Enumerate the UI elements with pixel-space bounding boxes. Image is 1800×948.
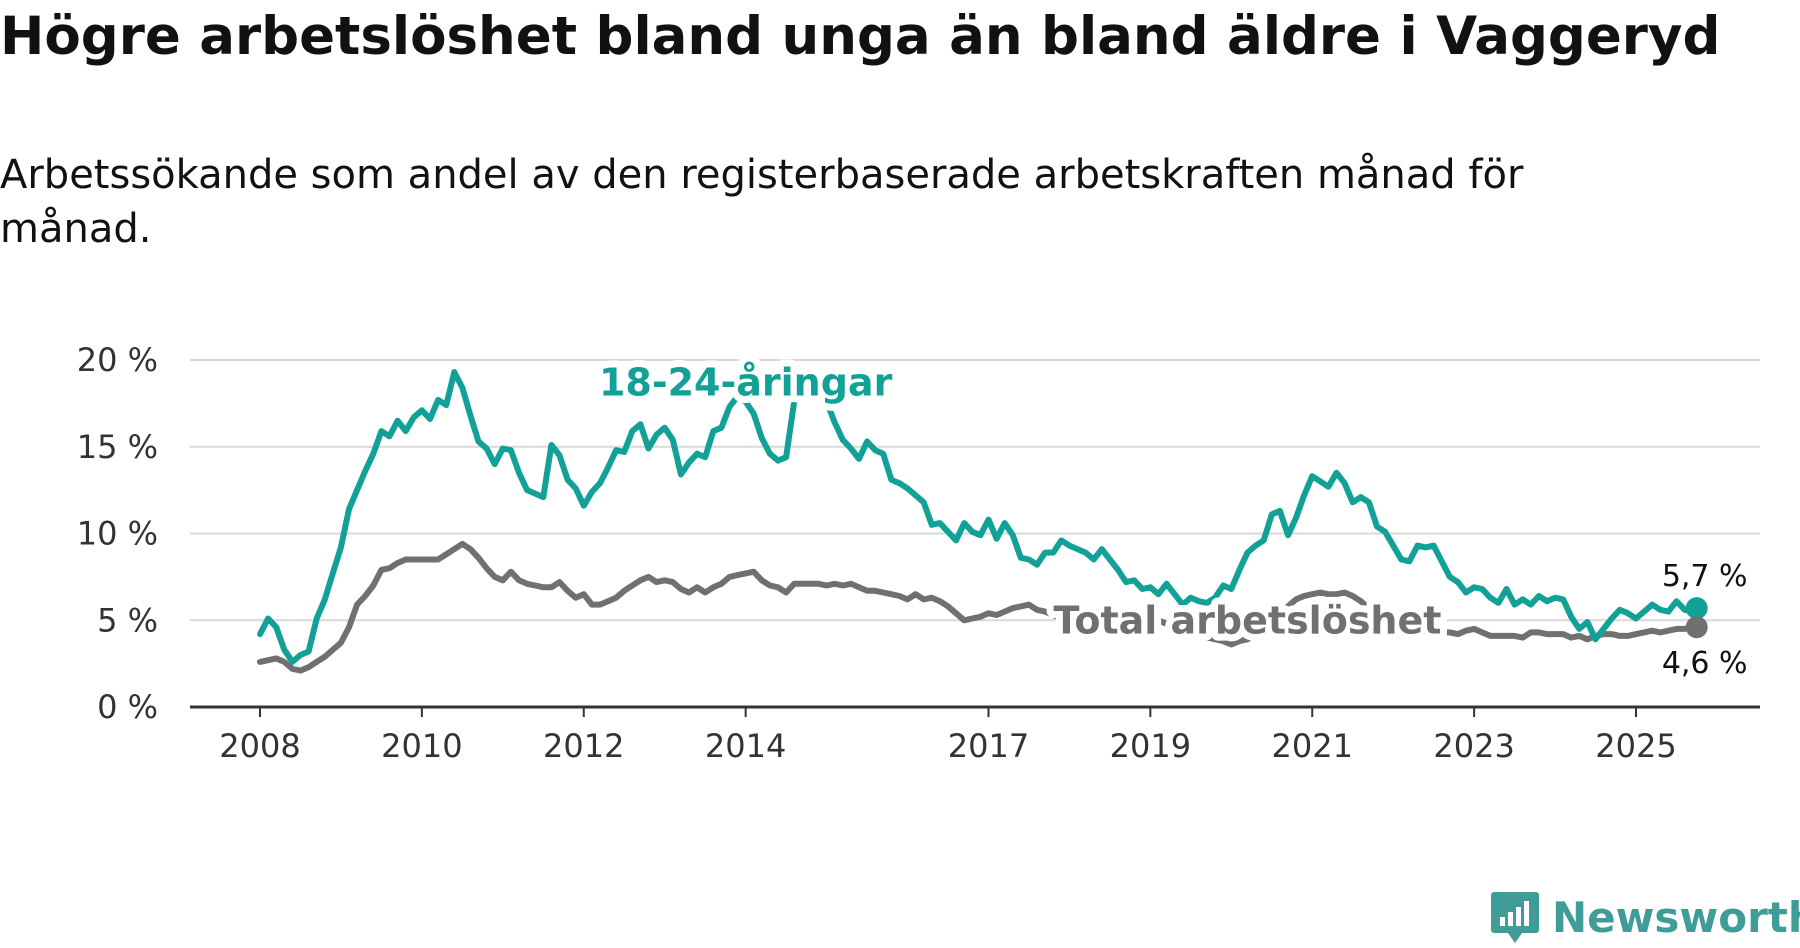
x-tick-label: 2023 bbox=[1433, 727, 1514, 765]
y-tick-label: 0 % bbox=[97, 688, 158, 726]
x-tick-label: 2025 bbox=[1595, 727, 1676, 765]
series-end-label: 4,6 % bbox=[1662, 646, 1748, 681]
axes: 0 % 5 % 10 % 15 % 20 % 2008 2010 2012 2014 2017 20… bbox=[77, 341, 1760, 765]
y-tick-label: 10 % bbox=[77, 515, 158, 553]
series-lines bbox=[257, 369, 1700, 674]
y-tick-label: 5 % bbox=[97, 601, 158, 639]
x-tick-label: 2010 bbox=[381, 727, 462, 765]
chart-subtitle: Arbetssökande som andel av den registerb… bbox=[0, 152, 1524, 252]
series-end-marker bbox=[1685, 597, 1708, 620]
chart-title: Högre arbetslöshet bland unga än bland ä… bbox=[0, 6, 1721, 67]
grid-lines bbox=[190, 359, 1760, 622]
y-tick-label: 20 % bbox=[77, 341, 158, 379]
series-name-label: 18-24-åringar bbox=[599, 361, 893, 405]
series-label-halo: 18-24-åringar bbox=[599, 361, 893, 405]
newsworthy-logo: Newsworthy bbox=[1490, 888, 1800, 948]
series-end-label: 5,7 % bbox=[1662, 559, 1748, 594]
x-tick-label: 2019 bbox=[1110, 727, 1191, 765]
x-tick-label: 2014 bbox=[705, 727, 786, 765]
series-line-total-arbetsl-shet bbox=[257, 540, 1700, 674]
x-tick-label: 2021 bbox=[1272, 727, 1353, 765]
x-tick-label: 2008 bbox=[219, 727, 300, 765]
brand-name: Newsworthy bbox=[1552, 893, 1800, 942]
x-tick-label: 2017 bbox=[948, 727, 1029, 765]
x-tick-label: 2012 bbox=[543, 727, 624, 765]
y-tick-label: 15 % bbox=[77, 428, 158, 466]
series-label-halo: Total arbetslöshet bbox=[1054, 598, 1442, 642]
newsworthy-logo-icon bbox=[1491, 892, 1539, 943]
series-name-label: Total arbetslöshet bbox=[1054, 598, 1442, 642]
series-line-18-24-ringar bbox=[257, 369, 1700, 665]
series-end-marker bbox=[1685, 616, 1708, 639]
chart-labels: 5,7 %4,6 %18-24-åringar18-24-åringarTota… bbox=[592, 354, 1748, 682]
